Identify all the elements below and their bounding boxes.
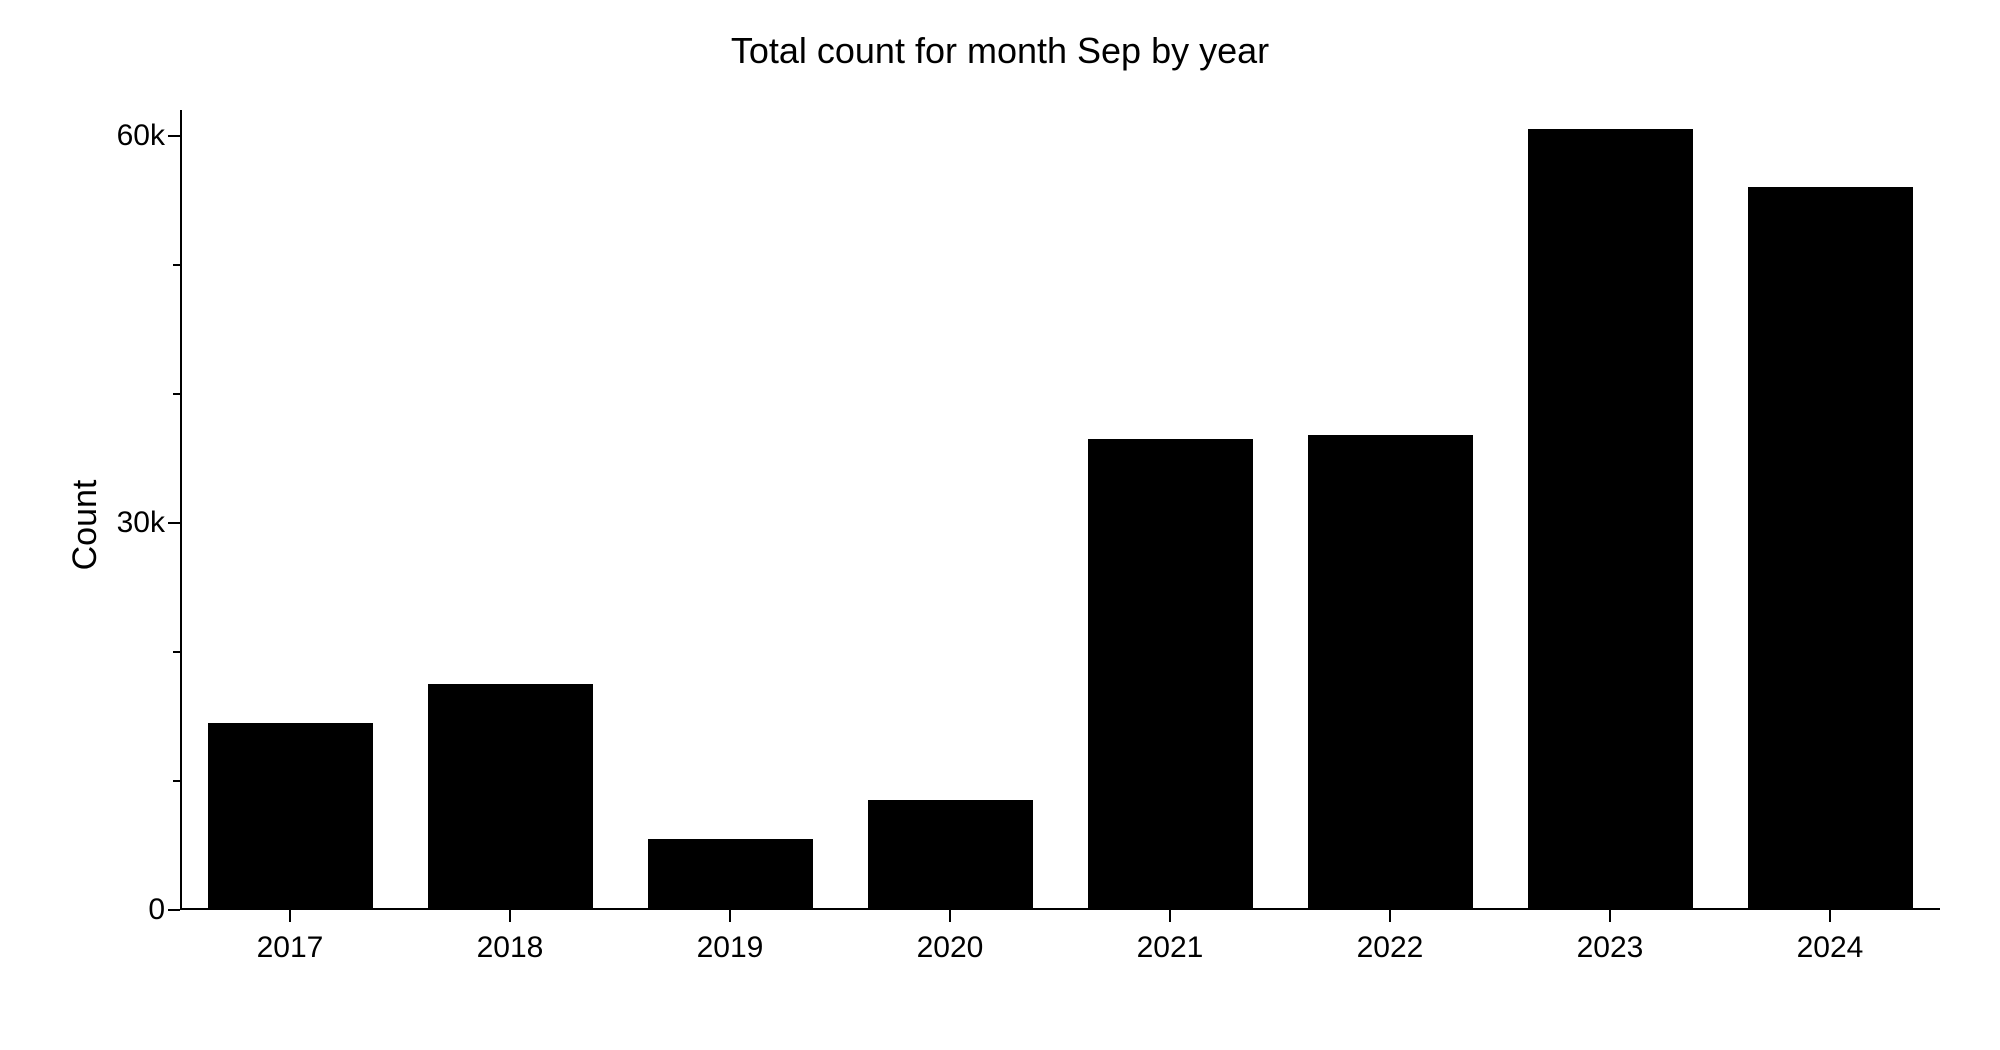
xtick-mark [949,910,951,922]
xtick-mark [729,910,731,922]
chart-container: Total count for month Sep by year Count … [0,0,2000,1050]
bar [1748,187,1913,910]
xtick-mark [1389,910,1391,922]
bar [1308,435,1473,910]
bar [208,723,373,910]
xtick-mark [509,910,511,922]
xtick-label: 2017 [257,931,324,965]
plot-area: 030k60k20172018201920202021202220232024 [180,110,1940,910]
chart-title: Total count for month Sep by year [0,30,2000,72]
xtick-label: 2024 [1797,931,1864,965]
xtick-label: 2021 [1137,931,1204,965]
xtick-label: 2022 [1357,931,1424,965]
xtick-label: 2023 [1577,931,1644,965]
ytick-minor [173,780,180,782]
xtick-mark [1829,910,1831,922]
bar [428,684,593,910]
xtick-label: 2020 [917,931,984,965]
ytick-major [168,522,180,524]
bar [648,839,813,910]
ytick-major [168,909,180,911]
bar [868,800,1033,910]
bar [1088,439,1253,910]
ytick-minor [173,651,180,653]
ytick-minor [173,393,180,395]
ytick-major [168,135,180,137]
xtick-label: 2019 [697,931,764,965]
xtick-mark [1169,910,1171,922]
ytick-label: 60k [90,119,165,153]
ytick-label: 30k [90,506,165,540]
ytick-minor [173,264,180,266]
xtick-label: 2018 [477,931,544,965]
y-axis-line [180,110,182,910]
ytick-label: 0 [90,893,165,927]
bar [1528,129,1693,910]
xtick-mark [1609,910,1611,922]
xtick-mark [289,910,291,922]
